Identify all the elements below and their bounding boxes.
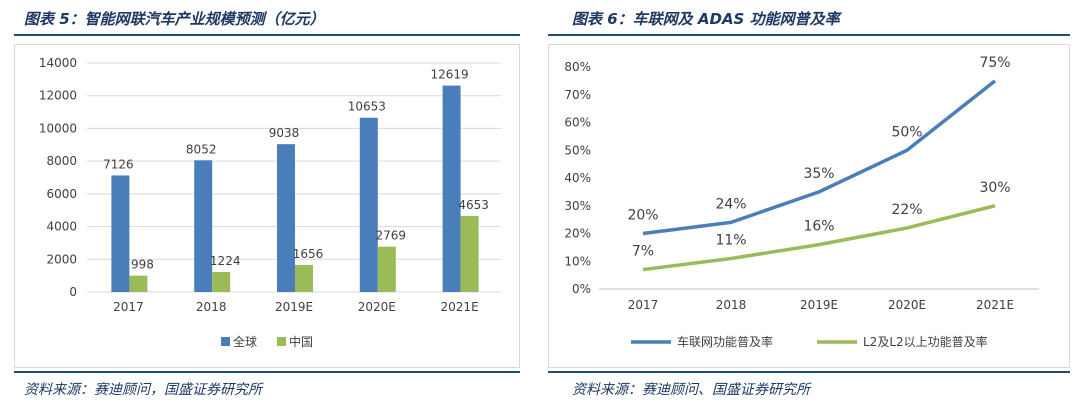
y-tick-label: 80%	[564, 60, 591, 74]
bar-global	[194, 160, 213, 292]
bar-chart-frame: 0 2000 4000 6000 8000 10000 12000 14000 7126 998 2…	[14, 44, 520, 368]
y-tick-label: 30%	[564, 199, 591, 213]
data-label: 10653	[348, 100, 386, 114]
figure-5-panel: 图表 5：智能网联汽车产业规模预测（亿元） 0 2000 4000 6000 8000 1…	[0, 0, 530, 406]
y-tick-label: 10000	[39, 121, 77, 135]
x-tick-label: 2018	[716, 298, 747, 312]
bar-global	[277, 144, 295, 292]
x-tick-label: 2020E	[888, 298, 926, 312]
data-label: 20%	[627, 208, 658, 224]
y-tick-label: 12000	[39, 89, 77, 103]
line-chart-frame: 0% 10% 20% 30% 40% 50% 60% 70% 80% 2017 2018 2019E 2…	[548, 44, 1070, 368]
data-label: 12619	[431, 68, 469, 82]
data-label: 50%	[891, 124, 922, 140]
data-label: 16%	[803, 219, 834, 235]
x-tick-label: 2019E	[275, 300, 313, 314]
data-label: 2769	[376, 229, 407, 243]
data-label: 9038	[269, 126, 300, 140]
legend-label: 中国	[289, 334, 313, 349]
data-label: 11%	[715, 232, 746, 248]
y-tick-label: 70%	[564, 88, 591, 102]
x-tick-label: 2021E	[976, 298, 1014, 312]
bar-china	[295, 264, 313, 292]
y-tick-label: 14000	[39, 56, 77, 70]
data-label: 30%	[979, 180, 1010, 196]
data-label: 8052	[186, 142, 217, 156]
y-tick-label: 50%	[564, 143, 591, 157]
figure-6-source: 资料来源：赛迪顾问、国盛证券研究所	[572, 382, 810, 398]
figure-6-panel: 图表 6：车联网及 ADAS 功能网普及率 0% 10% 20% 30% 40% 50% 6…	[548, 0, 1080, 406]
legend-swatch-global	[221, 337, 230, 346]
figure-6-title: 图表 6：车联网及 ADAS 功能网普及率	[572, 10, 840, 28]
bar-global	[359, 117, 378, 292]
title-rule	[14, 34, 520, 36]
figure-5-title: 图表 5：智能网联汽车产业规模预测（亿元）	[24, 10, 325, 28]
data-label: 1224	[210, 254, 241, 268]
x-tick-label: 2021E	[441, 300, 479, 314]
data-label: 22%	[891, 202, 922, 218]
data-label: 7126	[103, 157, 134, 171]
data-label: 1656	[293, 247, 324, 261]
bar-global	[111, 175, 130, 292]
y-tick-label: 60%	[564, 116, 591, 130]
legend-label: L2及L2以上功能普及率	[863, 334, 988, 349]
data-label: 7%	[632, 244, 654, 260]
data-label: 998	[131, 258, 154, 272]
y-tick-label: 40%	[564, 171, 591, 185]
data-label: 4653	[458, 198, 489, 212]
bar-china	[460, 215, 479, 292]
y-tick-label: 10%	[564, 254, 591, 268]
line-telematics	[642, 79, 997, 236]
x-tick-label: 2017	[113, 300, 144, 314]
data-label: 24%	[715, 196, 746, 212]
bar-china	[129, 275, 148, 292]
source-rule	[548, 371, 1070, 373]
bar-china	[212, 271, 231, 292]
y-tick-label: 4000	[46, 220, 77, 234]
line-chart: 0% 10% 20% 30% 40% 50% 60% 70% 80% 2017 2018 2019E 2…	[564, 55, 1039, 349]
legend-swatch-china	[277, 337, 286, 346]
line-l2	[642, 204, 996, 272]
source-rule	[14, 371, 520, 373]
bar-global	[442, 85, 461, 292]
figure-5-source: 资料来源：赛迪顾问，国盛证券研究所	[24, 382, 262, 398]
bar-china	[377, 246, 396, 292]
y-tick-label: 8000	[46, 154, 77, 168]
data-label: 35%	[803, 166, 834, 182]
bar-chart: 0 2000 4000 6000 8000 10000 12000 14000 7126 998 2…	[39, 56, 501, 349]
y-tick-label: 0	[69, 285, 77, 299]
y-tick-label: 2000	[46, 252, 77, 266]
y-tick-label: 6000	[46, 187, 77, 201]
y-tick-label: 20%	[564, 227, 591, 241]
legend-label: 全球	[233, 334, 257, 349]
data-label: 75%	[979, 55, 1010, 71]
x-tick-label: 2020E	[358, 300, 396, 314]
x-tick-label: 2019E	[800, 298, 838, 312]
x-tick-label: 2018	[196, 300, 227, 314]
title-rule	[548, 34, 1070, 36]
y-tick-label: 0%	[572, 282, 591, 296]
legend-label: 车联网功能普及率	[677, 334, 773, 349]
x-tick-label: 2017	[628, 298, 659, 312]
